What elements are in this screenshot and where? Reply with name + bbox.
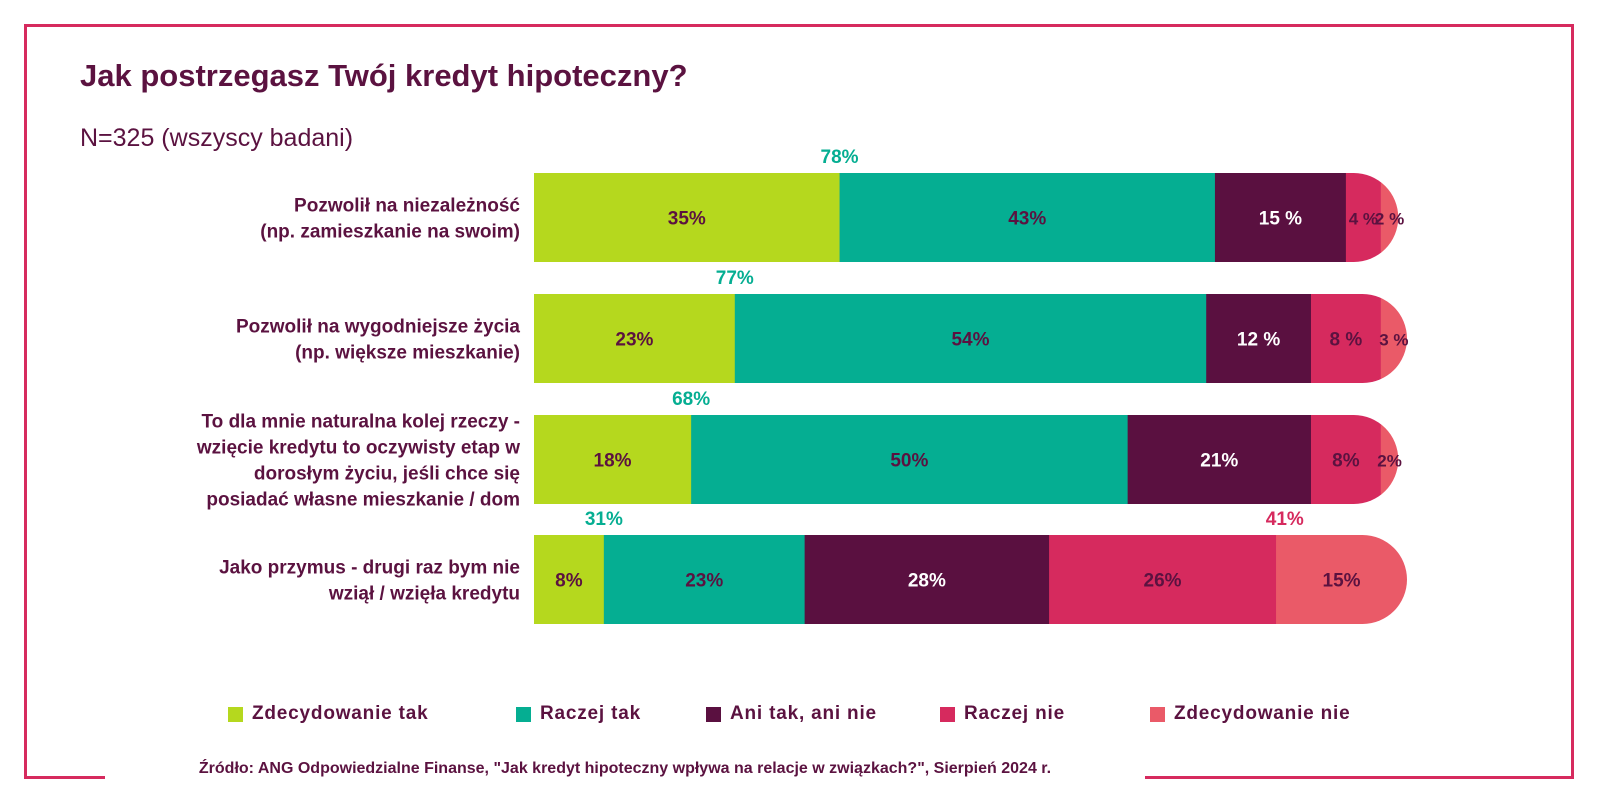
data-label: 4 % (1349, 210, 1378, 229)
source-note-container: Źródło: ANG Odpowiedzialne Finanse, "Jak… (105, 756, 1145, 796)
bar-segment (534, 173, 841, 262)
category-label: posiadać własne mieszkanie / dom (206, 490, 520, 511)
bar-segment (603, 535, 806, 624)
total-label: 68% (672, 389, 710, 410)
bar-segment (534, 415, 692, 504)
data-label: 28% (908, 571, 946, 592)
category-label: Jako przymus - drugi raz bym nie (219, 558, 520, 579)
data-label: 26% (1144, 571, 1182, 592)
chart-subtitle: N=325 (wszyscy badani) (80, 124, 354, 152)
bar-segment (1276, 535, 1407, 624)
bar-segment (839, 173, 1216, 262)
total-label: 41% (1266, 509, 1304, 530)
bar-segment (1310, 415, 1382, 504)
bar-row (534, 535, 1407, 624)
data-label: 43% (1008, 209, 1046, 230)
category-label: dorosłym życiu, jeśli chce się (254, 464, 520, 485)
data-label: 8% (1332, 451, 1360, 472)
bar-segment (691, 415, 1129, 504)
bar-segment (804, 535, 1050, 624)
category-label: wziął / wzięła kredytu (328, 584, 520, 605)
category-label: (np. większe mieszkanie) (295, 343, 520, 364)
bar-segment (1310, 294, 1382, 383)
data-label: 18% (594, 451, 632, 472)
data-label: 35% (668, 209, 706, 230)
bar-row (534, 294, 1407, 383)
total-label: 78% (821, 147, 859, 168)
data-label: 8 % (1330, 330, 1363, 351)
category-label: Pozwolił na wygodniejsze życia (236, 317, 520, 338)
category-label: To dla mnie naturalna kolej rzeczy - (201, 412, 520, 433)
bar-segment (534, 294, 736, 383)
total-label: 77% (716, 268, 754, 289)
data-label: 23% (685, 571, 723, 592)
bar-segment (1206, 294, 1312, 383)
category-label: wzięcie kredytu to oczywisty etap w (196, 438, 520, 459)
data-label: 50% (890, 451, 928, 472)
bar-row (534, 415, 1399, 504)
data-label: 23% (615, 330, 653, 351)
source-note: Źródło: ANG Odpowiedzialne Finanse, "Jak… (198, 760, 1052, 777)
data-label: 2% (1377, 452, 1402, 471)
bar-row (534, 173, 1399, 262)
data-label: 15 % (1259, 209, 1302, 230)
bar-segment (534, 535, 605, 624)
bar-segment (1049, 535, 1277, 624)
data-label: 2 % (1375, 210, 1404, 229)
data-label: 54% (951, 330, 989, 351)
bar-segment (1127, 415, 1312, 504)
bar-segment (1345, 173, 1382, 262)
bar-segment (734, 294, 1207, 383)
data-label: 12 % (1237, 330, 1280, 351)
data-label: 3 % (1379, 331, 1408, 350)
category-label: (np. zamieszkanie na swoim) (260, 222, 520, 243)
bar-segment (1214, 173, 1347, 262)
data-label: 21% (1200, 451, 1238, 472)
data-label: 8% (555, 571, 583, 592)
category-label: Pozwolił na niezależność (294, 196, 520, 217)
data-label: 15% (1323, 571, 1361, 592)
total-label: 31% (585, 509, 623, 530)
chart-title: Jak postrzegasz Twój kredyt hipoteczny? (80, 58, 688, 93)
